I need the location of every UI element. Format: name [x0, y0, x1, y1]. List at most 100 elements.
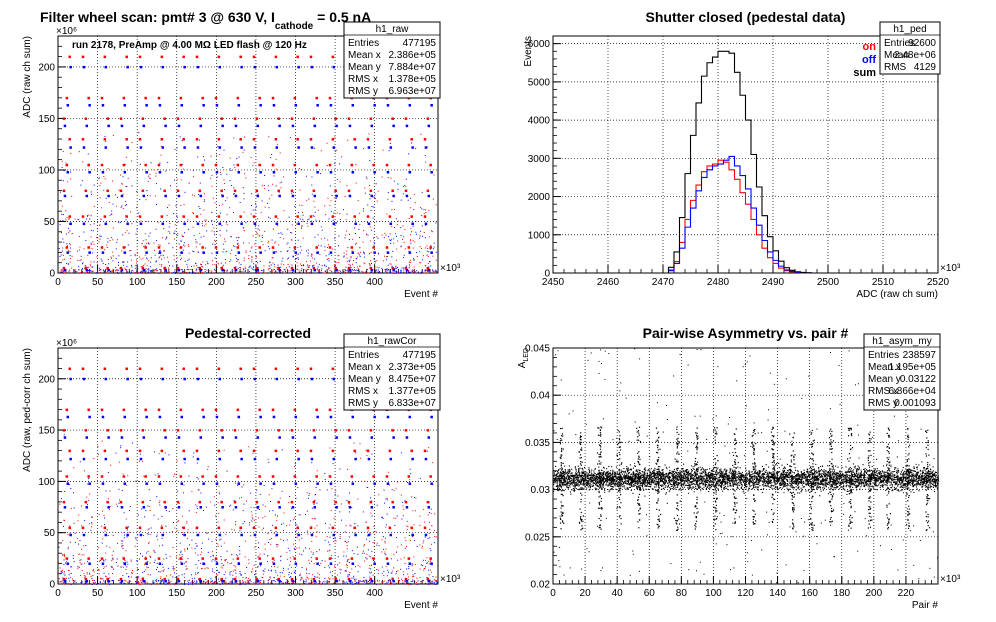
- scatter-point: [338, 235, 340, 237]
- on-cluster: [84, 117, 88, 120]
- scatter-point: [91, 522, 93, 524]
- scatter-point: [400, 271, 402, 273]
- band-point: [765, 477, 767, 479]
- off-cluster: [202, 415, 205, 419]
- scatter-point: [199, 232, 201, 234]
- scatter-point: [251, 571, 253, 573]
- scatter-point: [98, 569, 100, 571]
- scatter-point: [144, 564, 146, 566]
- baseline-point: [274, 271, 276, 273]
- scatter-point: [158, 579, 160, 581]
- scatter-point: [321, 265, 323, 267]
- off-cluster: [183, 222, 186, 226]
- scatter-point: [129, 506, 131, 508]
- off-cluster: [202, 562, 205, 565]
- scatter-point: [350, 255, 352, 257]
- scatter-point: [255, 255, 257, 257]
- scatter-point: [192, 250, 194, 252]
- band-point: [675, 478, 677, 480]
- baseline-point: [109, 269, 111, 271]
- scatter-point: [268, 207, 270, 209]
- scatter-point: [431, 525, 433, 527]
- on-cluster: [293, 557, 297, 560]
- scatter-point: [63, 559, 65, 561]
- scatter-point: [291, 192, 293, 194]
- baseline-point: [120, 582, 122, 584]
- scatter-point: [296, 565, 298, 567]
- scatter-point: [426, 562, 428, 564]
- baseline-point: [279, 583, 281, 585]
- scatter-point: [333, 503, 335, 505]
- legend-entry: sum: [853, 67, 876, 79]
- scatter-point: [319, 549, 321, 551]
- scatter-point: [71, 195, 73, 197]
- scatter-point: [59, 503, 61, 505]
- scatter-point: [329, 583, 331, 585]
- baseline-point: [326, 272, 328, 274]
- scatter-point: [384, 551, 386, 553]
- on-cluster: [347, 266, 351, 270]
- scatter-point: [105, 140, 107, 142]
- scatter-point: [338, 580, 340, 582]
- on-cluster: [106, 429, 109, 432]
- scatter-point: [77, 250, 79, 252]
- off-cluster: [278, 194, 281, 198]
- baseline-point: [366, 272, 368, 274]
- scatter-point: [414, 271, 416, 273]
- scatter-point: [362, 580, 364, 582]
- scatter-point: [397, 240, 399, 242]
- scatter-point: [294, 570, 296, 572]
- scatter-point: [273, 577, 275, 579]
- off-cluster: [424, 222, 428, 226]
- band-point: [798, 492, 800, 494]
- chart-title: Filter wheel scan: pmt# 3 @ 630 V, Icath…: [40, 9, 371, 32]
- scatter-point: [312, 265, 314, 267]
- on-cluster: [119, 429, 123, 432]
- scatter-point: [388, 484, 390, 486]
- scatter-point: [92, 241, 94, 243]
- scatter-point: [419, 262, 421, 264]
- on-cluster: [372, 163, 375, 167]
- scatter-point: [156, 536, 158, 538]
- scatter-point: [116, 239, 118, 241]
- baseline-point: [208, 583, 210, 585]
- scatter-point: [302, 220, 304, 222]
- baseline-point: [93, 582, 95, 584]
- on-cluster: [182, 215, 185, 218]
- scatter-point: [96, 236, 98, 238]
- y-tick-label: 0.02: [531, 580, 551, 591]
- stats-label: RMS y: [348, 398, 378, 409]
- scatter-point: [428, 532, 430, 534]
- scatter-point: [308, 562, 310, 564]
- scatter-point: [64, 272, 66, 274]
- band-point: [649, 480, 651, 482]
- baseline-point: [199, 580, 201, 582]
- scatter-point: [351, 507, 353, 509]
- scatter-point: [319, 254, 321, 256]
- scatter-point: [362, 272, 364, 274]
- scatter-point: [375, 271, 377, 273]
- band-point: [857, 474, 859, 476]
- on-cluster: [157, 163, 161, 167]
- baseline-point: [259, 581, 261, 583]
- scatter-point: [376, 236, 378, 238]
- scatter-point: [383, 574, 385, 576]
- off-cluster: [101, 251, 105, 254]
- scatter-point: [197, 272, 199, 274]
- scatter-point: [74, 218, 76, 220]
- off-cluster: [120, 194, 124, 198]
- scatter-point: [207, 468, 209, 470]
- y-tick-label: 1000: [528, 230, 551, 241]
- scatter-point: [214, 581, 216, 583]
- scatter-point: [326, 142, 328, 144]
- scatter-point: [234, 569, 236, 571]
- scatter-point: [328, 267, 330, 269]
- scatter-point: [291, 239, 293, 241]
- baseline-point: [270, 581, 272, 583]
- baseline-point: [96, 272, 98, 274]
- scatter-point: [165, 510, 167, 512]
- off-cluster: [408, 251, 412, 254]
- scatter-point: [60, 254, 62, 256]
- scatter-point: [267, 185, 269, 187]
- scatter-point: [400, 494, 402, 496]
